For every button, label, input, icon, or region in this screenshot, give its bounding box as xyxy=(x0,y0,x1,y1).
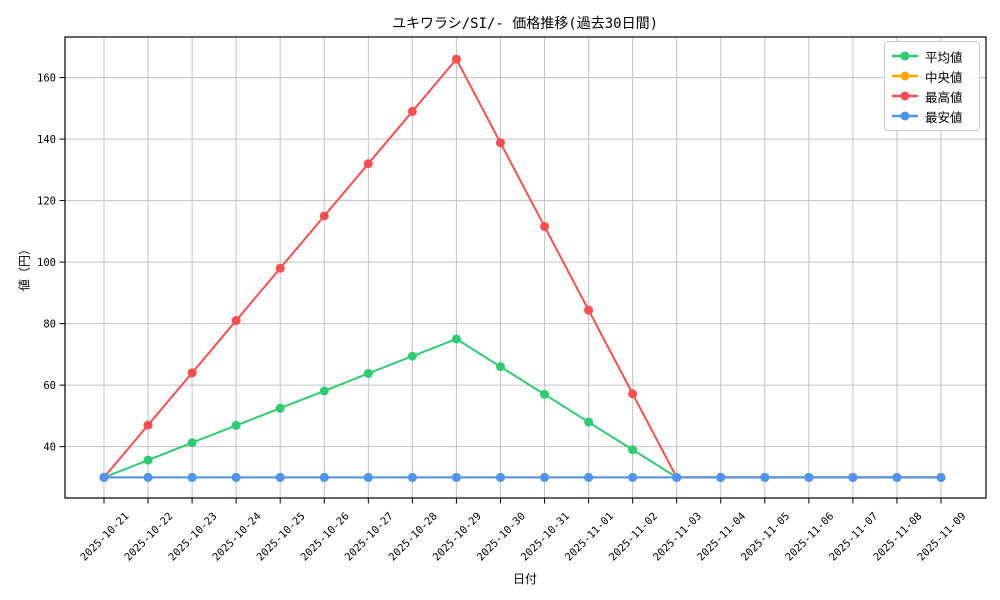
y-tick-label: 60 xyxy=(43,380,56,392)
data-point xyxy=(495,138,505,148)
data-point xyxy=(584,305,594,315)
gridlines xyxy=(65,37,986,498)
series-line-average xyxy=(103,337,941,479)
data-point xyxy=(363,159,373,169)
data-point xyxy=(628,445,638,455)
data-point xyxy=(187,438,197,448)
data-point xyxy=(451,334,461,344)
y-tick-label: 40 xyxy=(43,441,56,453)
data-point xyxy=(143,420,153,430)
y-tick-label: 160 xyxy=(37,72,56,84)
y-tick-label: 80 xyxy=(43,318,56,330)
legend-item-average: 平均値 xyxy=(892,46,972,66)
data-point xyxy=(584,472,594,482)
data-point xyxy=(143,455,153,465)
data-point xyxy=(319,386,329,396)
legend-item-min: 最安値 xyxy=(892,106,972,126)
data-point xyxy=(628,472,638,482)
data-point xyxy=(407,472,417,482)
legend-label-min: 最安値 xyxy=(925,109,963,125)
legend-marker-max xyxy=(892,91,918,101)
data-point xyxy=(231,420,241,430)
data-point xyxy=(231,472,241,482)
x-axis-label: 日付 xyxy=(512,572,538,586)
plot-border xyxy=(64,36,987,499)
x-tick-labels: 2025-10-212025-10-222025-10-232025-10-24… xyxy=(78,510,968,563)
legend-marker-median xyxy=(892,71,918,81)
data-point xyxy=(672,472,682,482)
data-point xyxy=(231,316,241,326)
data-point xyxy=(187,472,197,482)
data-point xyxy=(143,472,153,482)
data-point xyxy=(407,106,417,116)
y-tick-label: 140 xyxy=(37,134,56,146)
y-tick-label: 100 xyxy=(37,257,56,269)
data-point xyxy=(495,362,505,372)
legend-item-max: 最高値 xyxy=(892,86,972,106)
data-point xyxy=(275,263,285,273)
series-max xyxy=(99,54,946,482)
y-tick-label: 120 xyxy=(37,195,56,207)
data-point xyxy=(363,368,373,378)
chart-title: ユキワラシ/SI/- 価格推移(過去30日間) xyxy=(391,16,659,32)
legend-item-median: 中央値 xyxy=(892,66,972,86)
data-point xyxy=(495,472,505,482)
data-point xyxy=(540,472,550,482)
series-average xyxy=(99,334,946,482)
legend: 平均値中央値最高値最安値 xyxy=(884,41,980,131)
legend-marker-min xyxy=(892,111,918,121)
data-point xyxy=(99,472,109,482)
series-min xyxy=(99,472,946,482)
data-point xyxy=(760,472,770,482)
data-point xyxy=(716,472,726,482)
data-point xyxy=(275,472,285,482)
data-point xyxy=(187,368,197,378)
data-point xyxy=(892,472,902,482)
data-point xyxy=(451,472,461,482)
data-point xyxy=(451,54,461,64)
legend-label-median: 中央値 xyxy=(925,69,963,85)
legend-label-average: 平均値 xyxy=(925,49,963,65)
y-tick-labels: 40 60 80 100 120 140 160 xyxy=(37,72,56,453)
legend-label-max: 最高値 xyxy=(925,89,963,105)
data-point xyxy=(275,403,285,413)
data-point xyxy=(319,472,329,482)
series-line-max xyxy=(103,57,941,479)
data-point xyxy=(804,472,814,482)
data-point xyxy=(540,389,550,399)
data-point xyxy=(628,389,638,399)
data-point xyxy=(936,472,946,482)
data-point xyxy=(584,417,594,427)
data-point xyxy=(319,211,329,221)
legend-marker-average xyxy=(892,51,918,61)
data-point xyxy=(407,351,417,361)
data-point xyxy=(848,472,858,482)
data-point xyxy=(540,221,550,231)
data-point xyxy=(363,472,373,482)
axis-ticks xyxy=(59,77,942,504)
